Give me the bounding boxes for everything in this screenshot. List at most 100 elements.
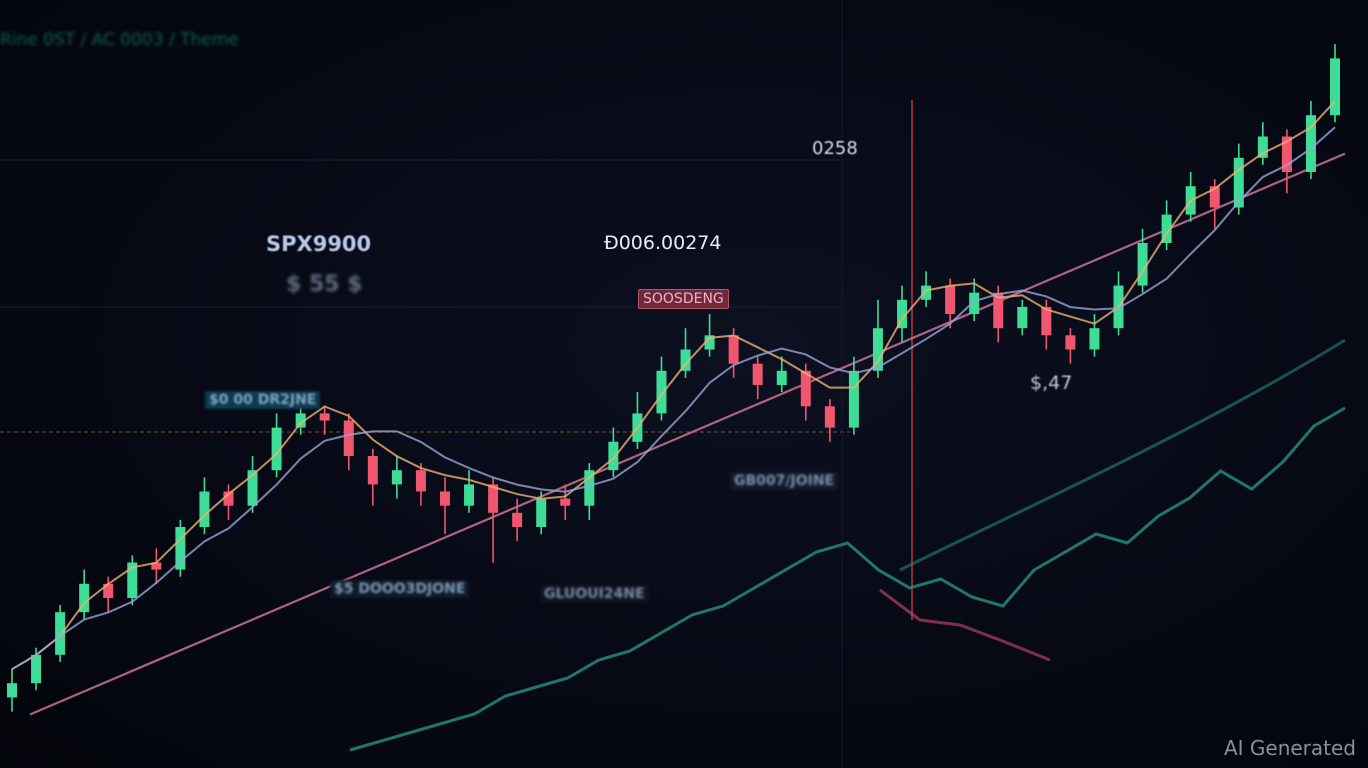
bottom-left-tag: $5 DOOO3DJONE [330,580,470,598]
candle [1017,299,1028,336]
candle-body [319,413,330,421]
candle-body [343,420,354,456]
candle-body [993,292,1004,329]
candle [632,392,643,449]
candle [680,328,691,378]
candle-body [512,512,523,527]
candle-body [1041,306,1052,336]
candle-body [728,335,739,364]
candle-body [271,427,282,471]
candle-body [1089,328,1100,350]
candle [271,413,282,478]
candle [921,271,932,307]
candle [1233,143,1244,215]
candle-body [680,349,691,371]
candle [488,477,499,563]
candle-body [439,491,450,506]
candle-body [199,491,210,527]
candle-body [55,612,66,655]
candle-body [391,470,402,485]
candle-body [103,583,114,598]
reference-value: 0258 [812,138,858,159]
candle-body [175,527,186,570]
candle [391,456,402,499]
candle-body [1065,335,1076,350]
candle [1185,172,1196,222]
candle-body [800,370,811,407]
candle-body [464,484,475,506]
candle-body [824,406,835,428]
right-level-tag: GB007/JOINE [730,472,839,490]
candle-body [1233,157,1244,208]
indicator-upper-line [899,338,1346,572]
candle-body [151,562,162,570]
candle [752,356,763,400]
candle [1137,228,1148,293]
candle-body [536,498,547,527]
candle-body [415,470,426,492]
indicator-line [349,406,1346,752]
candle [439,477,450,535]
candle [79,569,90,620]
candle [415,463,426,506]
candle [367,448,378,506]
candle-body [1209,186,1220,208]
candle-body [1305,115,1316,172]
candle [1281,129,1292,194]
candle [103,576,114,613]
candle-body [1281,136,1292,172]
candle [969,278,980,322]
fee-label: $ 55 $ [286,272,363,297]
candle-body [969,292,980,314]
moving-average-slow [11,126,1336,671]
candle-body [872,328,883,371]
candle [7,669,17,712]
candle [343,413,354,471]
candle [199,477,210,535]
candle-body [776,370,787,385]
candle-body [247,470,258,506]
right-value: $,47 [1030,372,1073,394]
breadcrumb: Rine 0ST / AC 0003 / Theme [0,30,239,50]
candle [1041,299,1052,350]
candle [1330,44,1340,123]
candle-body [223,491,234,506]
candle [776,356,787,393]
watermark: AI Generated [1223,736,1356,760]
candle [1065,328,1076,364]
candle-body [1257,136,1268,158]
candle [897,285,908,343]
candle [1089,314,1100,357]
candle [175,519,186,577]
candle [560,484,571,520]
candle [512,498,523,542]
moving-average-fast [11,100,1336,671]
candle [247,456,258,513]
candle-body [295,413,306,428]
candle [1209,179,1220,229]
peak-signal-tag: SOOSDENG [638,289,729,309]
indicator-down-segment [879,588,1051,662]
candle [127,555,138,606]
candle-body [488,484,499,513]
candle-body [560,498,571,506]
candle-body [584,470,595,506]
candle [848,356,859,435]
symbol-label: SPX9900 [266,232,372,256]
candle-body [1137,243,1148,286]
candle-body [945,285,956,314]
candle-body [127,562,138,598]
left-level-tag: $0 00 DR2JNE [205,391,321,409]
candle-body [897,299,908,329]
candle-body [1330,58,1340,116]
candle-body [79,583,90,613]
candle [584,463,595,520]
candle [824,399,835,442]
candle-body [1017,306,1028,329]
candle [1161,200,1172,251]
candle [151,548,162,584]
candle-body [848,370,859,428]
candle [1257,122,1268,165]
candle [608,427,619,478]
